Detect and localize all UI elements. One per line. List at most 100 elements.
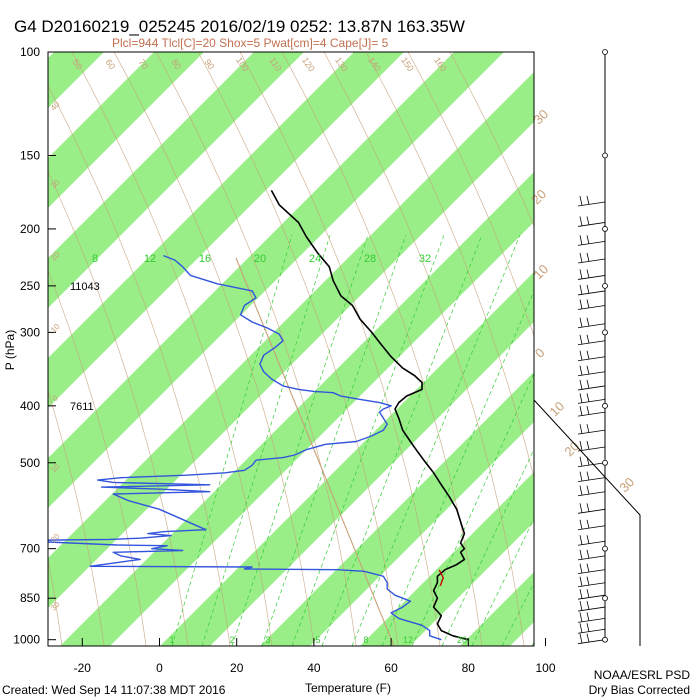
wind-calm-marker	[602, 459, 608, 466]
dry-adiabat	[323, 52, 525, 646]
isotherm-band	[160, 272, 534, 646]
dry-adiabat	[155, 52, 357, 646]
wind-barb-flag	[586, 519, 590, 529]
chart-subtitle: Plcl=944 Tlcl[C]=20 Shox=5 Pwat[cm]=4 Ca…	[112, 36, 389, 50]
wind-barb-flag	[579, 633, 583, 644]
wind-barb-flag	[579, 535, 583, 545]
y-tick-label: 500	[20, 456, 40, 470]
mixing-ratio-line	[291, 234, 445, 646]
wind-barb	[577, 508, 606, 514]
wind-barb	[577, 305, 606, 310]
x-axis-label: Temperature (F)	[305, 681, 391, 695]
mixing-ratio-label: 2	[229, 635, 234, 645]
mixing-ratio-label: 8	[363, 635, 368, 645]
chart-title: G4 D20160219_025245 2016/02/19 0252: 13.…	[14, 17, 465, 36]
wind-barb	[577, 555, 606, 561]
wind-calm-marker	[602, 636, 608, 643]
mixing-ratio-label: 8	[92, 253, 98, 265]
wind-calm-marker	[602, 152, 608, 159]
x-tick-label: 100	[535, 661, 555, 675]
wind-barb	[577, 356, 606, 362]
mixing-ratio-line	[261, 234, 407, 646]
wind-barb	[577, 582, 606, 588]
wind-barb-flag	[586, 589, 590, 598]
wind-barb	[577, 340, 606, 346]
wind-calm-marker	[602, 226, 608, 232]
wind-barb	[577, 569, 606, 575]
footer-created: Created: Wed Sep 14 11:07:38 MDT 2016	[2, 683, 226, 697]
wind-barb-flag	[579, 424, 583, 434]
wind-barb-flag	[586, 252, 590, 262]
wind-barb-flag	[579, 235, 583, 245]
x-tick-label: 0	[156, 661, 163, 675]
wind-barb-flag	[586, 284, 590, 294]
dry-adiabat	[48, 389, 105, 646]
x-tick-label: 40	[307, 661, 321, 675]
dry-adiabat	[281, 52, 483, 646]
x-tick-label: 60	[384, 661, 398, 675]
dry-adiabat	[48, 85, 231, 646]
wind-barb-flag	[579, 576, 583, 587]
dewpoint-profile	[48, 254, 442, 641]
wind-barb-flag	[586, 600, 590, 610]
wind-barb	[577, 429, 606, 435]
height-label: 11043	[70, 281, 100, 293]
wind-barb	[577, 594, 606, 600]
wind-calm-marker	[602, 595, 608, 602]
wind-barb-flag	[579, 317, 583, 328]
footer-org: NOAA/ESRL PSD	[594, 668, 691, 682]
mixing-ratio-line	[201, 234, 331, 646]
wind-barb-flag	[586, 350, 590, 360]
mixing-ratio-line	[171, 234, 293, 646]
y-tick-label: 1000	[13, 633, 40, 647]
wind-barb	[577, 477, 606, 483]
isotherm-band	[260, 372, 534, 646]
wind-calm-marker	[602, 282, 608, 289]
wind-barb-flag	[579, 519, 583, 530]
mixing-ratio-label: 20	[457, 635, 467, 645]
isotherm-band	[48, 52, 504, 508]
wind-barb-flag	[586, 299, 590, 309]
wind-barb-flag	[579, 589, 583, 599]
y-axis-label: P (hPa)	[3, 330, 17, 370]
series-layer	[48, 190, 469, 641]
isotherm-band	[48, 52, 304, 308]
wind-barb	[577, 258, 606, 264]
footer-note: Dry Bias Corrected	[589, 683, 690, 697]
wind-barb-flag	[579, 406, 583, 416]
wind-barb	[577, 385, 606, 391]
wind-barb-flag	[586, 633, 590, 643]
dry-adiabat	[197, 52, 399, 646]
wind-barb-flag	[579, 365, 583, 376]
wind-barb-flag	[579, 471, 583, 482]
isotherm-label: 0	[50, 393, 60, 403]
dry-adiabat	[48, 269, 147, 646]
wind-calm-marker	[602, 329, 608, 336]
wind-barb	[577, 491, 606, 497]
wind-barb-flag	[579, 252, 583, 263]
wind-barb-flag	[586, 216, 590, 226]
isotherm-band	[48, 52, 204, 208]
mixing-ratio-line	[381, 290, 534, 646]
mixing-ratio-label: 16	[199, 253, 211, 265]
dry-adiabat	[239, 52, 441, 646]
x-tick-label: 80	[462, 661, 476, 675]
wind-barb-flag	[586, 485, 590, 495]
wind-barb	[577, 540, 606, 546]
x-tick-label: -20	[74, 661, 92, 675]
wind-barb-flag	[586, 623, 590, 632]
isolines	[48, 52, 534, 646]
y-tick-label: 150	[20, 148, 40, 162]
wind-barb-flag	[586, 456, 590, 466]
wind-barb	[577, 618, 606, 623]
wind-barb	[577, 371, 606, 377]
wind-barb-flag	[586, 393, 590, 402]
wind-barb-flag	[579, 503, 583, 513]
wind-barb-flag	[579, 269, 583, 280]
wind-barb	[577, 201, 606, 207]
y-tick-label: 100	[20, 45, 40, 59]
wind-barb-flag	[579, 440, 583, 451]
isotherm-label: 90	[202, 57, 216, 71]
wind-barb-flag	[579, 456, 583, 467]
